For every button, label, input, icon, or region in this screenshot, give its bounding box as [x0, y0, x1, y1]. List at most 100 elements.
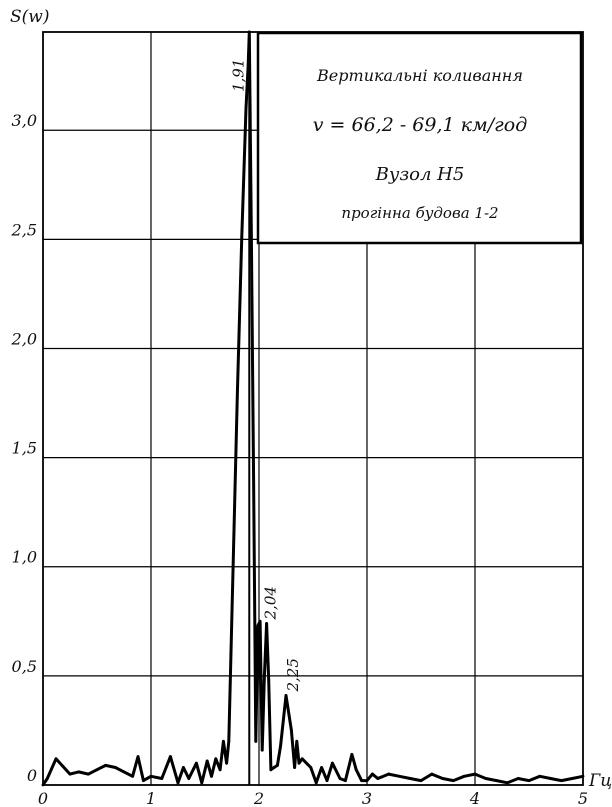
data-point	[142, 779, 145, 783]
data-point	[295, 739, 299, 743]
peak-label: 2,25	[284, 658, 302, 692]
y-tick-label: 0	[27, 766, 37, 785]
data-point	[218, 768, 222, 772]
data-point	[205, 759, 209, 763]
data-point	[290, 729, 293, 732]
data-point	[265, 622, 268, 625]
data-point	[45, 777, 49, 780]
y-tick-label: 1,0	[12, 548, 37, 567]
data-point	[54, 757, 58, 761]
data-point	[344, 779, 347, 783]
data-point	[256, 624, 260, 628]
data-point	[506, 781, 509, 785]
y-tick-labels: 0 0,5 1,0 1,5 2,0 2,5 3,0	[11, 111, 37, 785]
data-point	[398, 774, 401, 778]
legend-line-2: v = 66,2 - 69,1 км/год	[313, 114, 527, 136]
data-point	[279, 744, 282, 748]
data-point	[297, 761, 301, 765]
data-point	[516, 777, 520, 780]
data-point	[176, 781, 180, 785]
data-point	[360, 779, 363, 783]
data-point	[284, 694, 288, 697]
x-tick-label: 0	[38, 789, 48, 807]
data-point	[250, 237, 253, 241]
peak-label: 2,04	[261, 586, 279, 620]
data-point	[293, 766, 297, 769]
y-axis-label: S(w)	[10, 7, 49, 27]
data-point	[387, 772, 390, 776]
data-point	[269, 768, 273, 772]
data-point	[549, 777, 552, 780]
data-point	[371, 772, 374, 776]
data-point	[136, 755, 140, 759]
data-point	[252, 478, 256, 481]
data-point	[113, 766, 117, 769]
data-point	[408, 777, 412, 780]
x-axis-label: Гц	[588, 771, 612, 791]
data-point	[350, 753, 354, 756]
x-tick-label: 2	[253, 789, 264, 807]
y-tick-label: 0,5	[12, 657, 37, 676]
data-point	[182, 766, 185, 769]
legend-line-4: прогінна будова 1-2	[341, 204, 498, 222]
data-point	[169, 755, 172, 759]
data-point	[538, 774, 542, 778]
data-point	[160, 777, 164, 780]
data-point	[430, 772, 434, 776]
data-point	[263, 674, 266, 678]
data-point	[122, 770, 126, 774]
data-point	[365, 779, 369, 783]
data-point	[325, 779, 329, 783]
data-point	[272, 766, 276, 769]
data-point	[236, 390, 239, 394]
data-point	[441, 777, 444, 780]
spectrum-series-line	[41, 30, 584, 786]
data-point	[86, 772, 90, 776]
peak-annotations: 1,91 2,04 2,25	[229, 32, 302, 785]
data-point	[194, 761, 198, 765]
legend-line-3: Вузол Н5	[375, 164, 465, 185]
data-point	[68, 772, 72, 776]
data-point	[104, 763, 108, 767]
x-tick-label: 4	[469, 789, 480, 807]
data-point	[462, 774, 466, 778]
data-point	[305, 761, 308, 765]
x-tick-labels: 0 1 2 3 4 5	[38, 789, 588, 807]
y-tick-label: 1,5	[12, 439, 37, 458]
data-point	[131, 774, 135, 778]
x-tick-label: 5	[578, 789, 588, 807]
data-point	[320, 766, 324, 769]
data-point	[227, 739, 231, 743]
data-point	[354, 768, 358, 772]
data-point	[560, 779, 563, 783]
data-point	[495, 779, 498, 783]
data-point	[267, 678, 271, 682]
data-point	[77, 770, 81, 774]
data-point	[260, 748, 264, 752]
data-point	[225, 761, 229, 765]
data-point	[376, 777, 380, 780]
data-point	[473, 772, 477, 776]
y-tick-label: 2,0	[11, 329, 37, 348]
data-point	[231, 565, 235, 569]
y-tick-label: 3,0	[12, 111, 37, 130]
data-point	[452, 779, 455, 783]
legend-frame	[256, 31, 583, 245]
x-tick-label: 3	[362, 789, 372, 807]
data-point	[187, 777, 191, 780]
data-point	[570, 777, 574, 780]
data-point	[581, 774, 585, 778]
data-point	[275, 763, 279, 767]
x-tick-label: 1	[146, 789, 156, 807]
legend-line-1: Вертикальні коливання	[316, 66, 523, 85]
data-point	[95, 768, 99, 772]
series-group	[41, 30, 585, 787]
data-point	[244, 106, 248, 110]
legend-box: Вертикальні коливання v = 66,2 - 69,1 км…	[256, 31, 583, 245]
data-point	[300, 757, 304, 761]
data-point	[254, 739, 258, 743]
data-point	[258, 619, 262, 623]
peak-label: 1,91	[229, 59, 247, 92]
data-point	[419, 779, 423, 783]
